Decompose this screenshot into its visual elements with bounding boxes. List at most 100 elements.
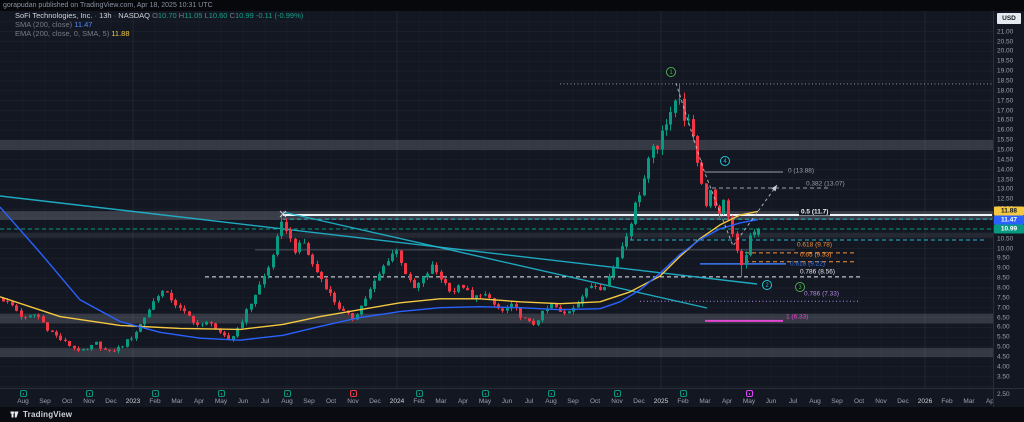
price-tick-label: 16.00 <box>997 127 1013 134</box>
earnings-icon[interactable] <box>152 390 159 397</box>
time-tick-label: Dec <box>105 398 117 405</box>
grid-lines <box>0 11 993 388</box>
ohlc-pair: L10.60 <box>202 11 227 20</box>
tradingview-footer: TradingView <box>0 407 1024 422</box>
price-tick-label: 14.50 <box>997 156 1013 163</box>
time-tick-label: Aug <box>545 398 557 405</box>
price-tick-label: 12.50 <box>997 196 1013 203</box>
time-tick-label: Dec <box>897 398 909 405</box>
change-value: -0.11 (-0.99%) <box>256 11 303 20</box>
price-tick-label: 4.50 <box>997 354 1010 361</box>
time-tick-label: Oct <box>590 398 600 405</box>
earnings-icon[interactable] <box>680 390 687 397</box>
price-tick-label: 15.50 <box>997 137 1013 144</box>
time-tick-label: Jul <box>261 398 269 405</box>
price-axis[interactable]: USD 21.0020.5020.0019.5019.0018.5018.001… <box>993 11 1024 388</box>
chart-pane[interactable]: 1423 <box>0 0 993 388</box>
time-tick-label: Mar <box>699 398 710 405</box>
ohlc-pair: O10.70 <box>152 11 177 20</box>
symbol-row[interactable]: SoFi Technologies, Inc. · 13h · NASDAQ O… <box>15 12 303 20</box>
sma-label: SMA (200, close) <box>15 20 72 29</box>
price-tick-label: 5.50 <box>997 334 1010 341</box>
price-tick-label: 18.00 <box>997 87 1013 94</box>
time-tick-label: Sep <box>303 398 315 405</box>
time-tick-label: Aug <box>809 398 821 405</box>
earnings-icon[interactable] <box>614 390 621 397</box>
horizontal-levels[interactable] <box>0 84 992 321</box>
price-tick-label: 9.00 <box>997 265 1010 272</box>
currency-toggle[interactable]: USD <box>997 13 1021 24</box>
ohlc-pair: C10.99 <box>227 11 253 20</box>
price-tick-label: 10.50 <box>997 235 1013 242</box>
time-tick-label: Nov <box>83 398 95 405</box>
earnings-icon[interactable] <box>284 390 291 397</box>
time-tick-label: Mar <box>171 398 182 405</box>
time-tick-label: Oct <box>854 398 864 405</box>
price-tick-label: 16.50 <box>997 117 1013 124</box>
time-tick-label: May <box>743 398 755 405</box>
price-tick-label: 20.50 <box>997 38 1013 45</box>
time-tick-label: Aug <box>17 398 29 405</box>
ema-label: EMA (200, close, 0, SMA, 5) <box>15 29 109 38</box>
earnings-icon[interactable] <box>20 390 27 397</box>
time-tick-label: Dec <box>633 398 645 405</box>
tradingview-chart-window: gorapudan published on TradingView.com, … <box>0 0 1024 422</box>
price-tick-label: 15.00 <box>997 146 1013 153</box>
sma-value: 11.47 <box>74 20 92 29</box>
earnings-icon[interactable] <box>416 390 423 397</box>
time-tick-label: Dec <box>369 398 381 405</box>
tradingview-logo-icon[interactable] <box>10 410 19 419</box>
earnings-icon[interactable] <box>746 390 753 397</box>
corner-price-tick: 2.50 <box>997 391 1010 398</box>
price-tick-label: 17.00 <box>997 107 1013 114</box>
time-tick-label: Feb <box>677 398 688 405</box>
earnings-icon[interactable] <box>86 390 93 397</box>
time-tick-label: 2026 <box>918 398 932 405</box>
time-tick-label: Nov <box>347 398 359 405</box>
tradingview-wordmark[interactable]: TradingView <box>23 410 72 419</box>
time-tick-label: Jul <box>789 398 797 405</box>
ema-indicator-row[interactable]: EMA (200, close, 0, SMA, 5) 11.88 <box>15 30 303 38</box>
earnings-icon[interactable] <box>350 390 357 397</box>
time-tick-label: Nov <box>611 398 623 405</box>
time-tick-label: Sep <box>39 398 51 405</box>
time-tick-label: Mar <box>963 398 974 405</box>
price-tick-label: 6.50 <box>997 314 1010 321</box>
earnings-icon[interactable] <box>482 390 489 397</box>
price-tick-label: 10.00 <box>997 245 1013 252</box>
price-tick-label: 7.50 <box>997 294 1010 301</box>
time-tick-label: Feb <box>941 398 952 405</box>
time-tick-label: Apr <box>722 398 732 405</box>
price-label-box: 10.99 <box>994 225 1024 234</box>
price-tick-label: 21.00 <box>997 28 1013 35</box>
time-tick-label: Apr <box>194 398 204 405</box>
price-tick-label: 20.00 <box>997 48 1013 55</box>
price-tick-label: 9.50 <box>997 255 1010 262</box>
price-tick-label: 6.00 <box>997 324 1010 331</box>
price-tick-label: 17.50 <box>997 97 1013 104</box>
price-tick-label: 4.00 <box>997 363 1010 370</box>
time-tick-label: Sep <box>831 398 843 405</box>
price-tick-label: 13.50 <box>997 176 1013 183</box>
earnings-icon[interactable] <box>548 390 555 397</box>
price-tick-label: 5.00 <box>997 344 1010 351</box>
time-tick-label: Jun <box>766 398 776 405</box>
time-tick-label: May <box>479 398 491 405</box>
price-tick-label: 13.00 <box>997 186 1013 193</box>
time-tick-label: Mar <box>435 398 446 405</box>
time-tick-label: Jun <box>238 398 248 405</box>
time-tick-label: Aug <box>281 398 293 405</box>
price-tick-label: 19.00 <box>997 68 1013 75</box>
ohlc-values: O10.70 H11.05 L10.60 C10.99 <box>152 11 254 20</box>
timeframe[interactable]: 13h <box>99 11 112 20</box>
time-tick-label: Jun <box>502 398 512 405</box>
price-tick-label: 14.00 <box>997 166 1013 173</box>
price-tick-label: 8.00 <box>997 285 1010 292</box>
chart-legend: SoFi Technologies, Inc. · 13h · NASDAQ O… <box>15 12 303 39</box>
price-tick-label: 18.50 <box>997 77 1013 84</box>
time-tick-label: Sep <box>567 398 579 405</box>
time-axis[interactable]: AugSepOctNovDec2023FebMarAprMayJunJulAug… <box>0 388 993 407</box>
symbol-title: SoFi Technologies, Inc. <box>15 11 92 20</box>
sma-indicator-row[interactable]: SMA (200, close) 11.47 <box>15 21 303 29</box>
earnings-icon[interactable] <box>218 390 225 397</box>
